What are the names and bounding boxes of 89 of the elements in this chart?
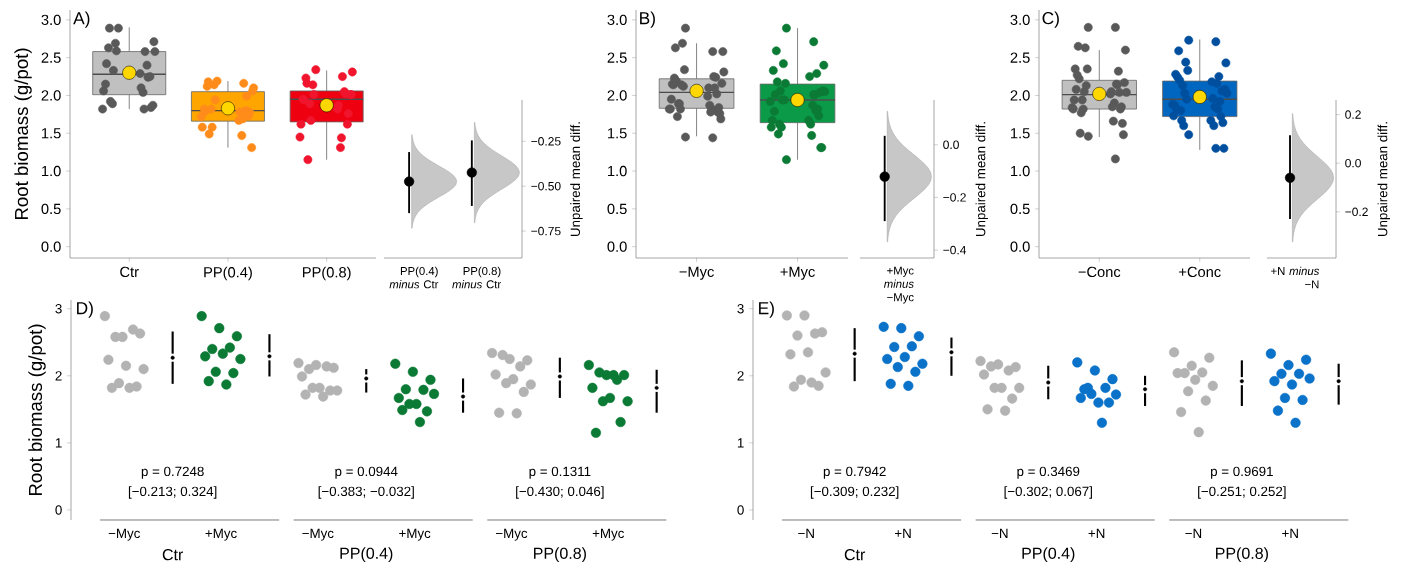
- text: Ctr: [162, 549, 184, 561]
- annotation: [−0.251; 0.252]: [1198, 486, 1286, 499]
- y-tick-label: 1.5: [1011, 128, 1030, 139]
- y2-tick-label: −0.50: [531, 181, 561, 191]
- y-tick-label: 3.0: [1010, 14, 1030, 26]
- y-tick-label: 0.0: [607, 241, 627, 252]
- text: E): [759, 301, 774, 318]
- annotation: p = 0.7248: [141, 466, 204, 479]
- text: PP(0.8): [1216, 547, 1268, 563]
- y-tick-label: 0: [55, 505, 62, 515]
- x-tick-label: −Myc: [302, 528, 334, 541]
- y-axis-title: Root biomass (g/pot): [14, 48, 32, 220]
- y-tick-label: 2: [55, 371, 62, 381]
- y-tick-label: 1.5: [42, 128, 61, 139]
- x-tick-label: +Myc: [592, 528, 625, 541]
- text: D): [77, 301, 93, 318]
- y-tick-label: 0.5: [607, 203, 627, 215]
- y-tick-label: 0.5: [1010, 203, 1030, 215]
- x-tick-label: PP(0.4) minus Ctr: [389, 266, 439, 289]
- annotation: A): [73, 11, 90, 28]
- y-tick-label: 0.5: [41, 203, 61, 215]
- y-tick-label: 2.5: [607, 52, 627, 63]
- y-tick-label: 2.5: [1010, 52, 1030, 63]
- y-tick-label: 1.0: [1011, 165, 1030, 177]
- y2-axis-title: Unpaired mean diff.: [1377, 122, 1390, 237]
- annotation: B): [640, 11, 655, 28]
- y-axis-title: Root biomass (g/pot): [28, 324, 46, 496]
- x-tick-label: +N: [1282, 528, 1298, 538]
- y-tick-label: 1.0: [42, 165, 61, 177]
- y2-tick-label: −0.2: [1345, 207, 1368, 217]
- text: Ctr: [844, 549, 866, 561]
- x-tick-label: −N: [798, 528, 814, 538]
- y-tick-label: 3.0: [607, 14, 627, 26]
- annotation: [−0.430; 0.046]: [516, 486, 604, 499]
- annotation: p = 0.1311: [529, 466, 591, 479]
- y-tick-label: 0: [737, 505, 744, 515]
- annotation: [−0.213; 0.324]: [128, 486, 217, 499]
- y-tick-label: 0.0: [1010, 241, 1030, 252]
- y-tick-label: 1.5: [608, 128, 627, 139]
- x-tick-label: Ctr: [120, 266, 139, 278]
- x-tick-label: −Conc: [1078, 266, 1121, 278]
- x-tick-label: +N: [894, 528, 911, 538]
- x-tick-label: +Myc: [399, 528, 431, 541]
- x-tick-label: +Myc: [205, 528, 237, 541]
- x-tick-label: PP(0.8): [303, 266, 351, 281]
- annotation: C): [1042, 11, 1059, 28]
- x-tick-label: +Myc minus −Myc: [883, 266, 914, 304]
- y-tick-label: 2.0: [41, 90, 61, 101]
- x-tick-label: +Myc: [780, 266, 815, 280]
- y-tick-label: 3: [737, 304, 744, 314]
- annotation: p = 0.3469: [1017, 466, 1080, 479]
- y2-tick-label: −0.25: [531, 137, 561, 146]
- x-tick-label: −Myc: [108, 528, 141, 541]
- x-tick-label: −Myc: [495, 528, 528, 541]
- y2-tick-label: −0.4: [943, 245, 967, 255]
- x-tick-label: PP(0.4): [204, 266, 252, 281]
- y2-tick-label: −0.2: [943, 193, 966, 202]
- y-tick-label: 1: [737, 438, 744, 448]
- annotation: p = 0.9691: [1211, 466, 1273, 479]
- annotation: [−0.383; −0.032]: [318, 486, 414, 499]
- y-tick-label: 1.0: [608, 165, 627, 177]
- annotation: [−0.302; 0.067]: [1004, 486, 1092, 499]
- y2-axis-title: Unpaired mean diff.: [570, 122, 583, 237]
- y-tick-label: 3: [55, 304, 62, 314]
- y2-axis-title: Unpaired mean diff.: [975, 122, 988, 237]
- y-tick-label: 3.0: [41, 14, 61, 26]
- y-tick-label: 2.0: [607, 90, 627, 101]
- y-tick-label: 0.0: [41, 241, 61, 252]
- y-tick-label: 1: [55, 438, 62, 448]
- text: PP(0.4): [340, 547, 393, 563]
- text: PP(0.8): [534, 547, 586, 563]
- x-tick-label: −Myc: [679, 266, 714, 280]
- y2-tick-label: 0.2: [1345, 110, 1361, 119]
- annotation: p = 0.0944: [335, 466, 398, 479]
- x-tick-label: PP(0.8) minus Ctr: [452, 266, 501, 289]
- x-tick-label: +N: [1088, 528, 1105, 538]
- x-tick-label: −N: [1185, 528, 1202, 538]
- y-tick-label: 2.5: [41, 52, 61, 63]
- text: PP(0.4): [1022, 547, 1075, 563]
- y2-tick-label: 0.0: [943, 140, 959, 150]
- x-tick-label: +N minus −N: [1271, 266, 1320, 289]
- annotation: p = 0.7942: [823, 466, 886, 479]
- annotation: [−0.309; 0.232]: [810, 486, 899, 499]
- y2-tick-label: −0.75: [531, 226, 561, 236]
- y-tick-label: 2: [737, 371, 744, 381]
- x-tick-label: −N: [991, 528, 1008, 538]
- y-tick-label: 2.0: [1010, 90, 1030, 101]
- x-tick-label: +Conc: [1179, 266, 1221, 278]
- y2-tick-label: 0.0: [1345, 158, 1361, 168]
